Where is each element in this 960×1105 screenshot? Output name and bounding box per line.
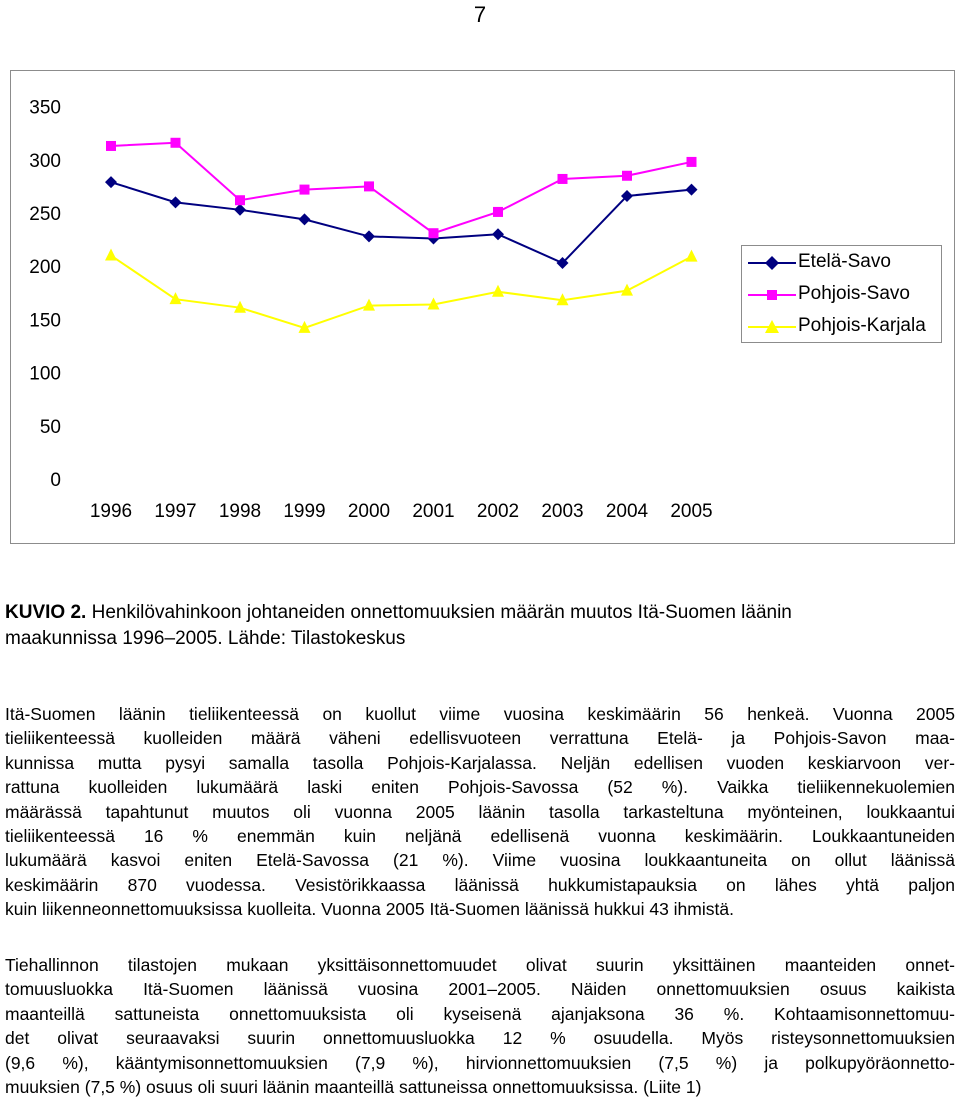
paragraph-line: kuin liikenneonnettomuuksissa kuolleita.… bbox=[5, 899, 734, 920]
data-point bbox=[298, 320, 311, 333]
paragraph-line: rattuna kuolleiden lukumäärä laski enite… bbox=[5, 777, 955, 798]
legend-label: Pohjois-Karjala bbox=[798, 315, 926, 336]
data-point bbox=[105, 176, 117, 189]
data-point bbox=[556, 293, 569, 306]
paragraph-2: Tiehallinnon tilastojen mukaan yksittäis… bbox=[5, 953, 955, 1099]
paragraph-line: det olivat seuraavaksi suurin onnettomuu… bbox=[5, 1028, 955, 1049]
paragraph-line: tomuusluokka Itä-Suomen läänissä vuosina… bbox=[5, 979, 955, 1000]
paragraph-line: maanteillä sattuneista onnettomuuksista … bbox=[5, 1003, 955, 1024]
x-tick-label: 2005 bbox=[670, 501, 712, 522]
data-point bbox=[557, 173, 568, 184]
y-tick-label: 250 bbox=[29, 204, 61, 225]
figure-caption: KUVIO 2. Henkilövahinkoon johtaneiden on… bbox=[5, 600, 955, 652]
data-point bbox=[685, 249, 698, 262]
caption-label: KUVIO 2. bbox=[5, 602, 87, 623]
legend-label: Etelä-Savo bbox=[798, 251, 891, 272]
chart-area: 0 50 100 150 200 250 300 350 1996 1997 1998 1999 200… bbox=[10, 70, 955, 544]
data-point bbox=[363, 230, 375, 243]
y-tick-label: 300 bbox=[29, 151, 61, 172]
paragraph-line: muuksien (7,5 %) osuus oli suuri läänin … bbox=[5, 1077, 702, 1098]
paragraph-line: kunnissa mutta pysyi samalla tasolla Poh… bbox=[5, 752, 955, 773]
legend-marker-square-icon bbox=[748, 290, 796, 300]
data-point bbox=[234, 203, 246, 216]
legend-marker-diamond-icon bbox=[748, 256, 796, 270]
x-tick-label: 2004 bbox=[606, 501, 649, 522]
legend-label: Pohjois-Savo bbox=[798, 283, 910, 304]
paragraph-line: Itä-Suomen läänin tieliikenteessä on kuo… bbox=[5, 704, 955, 724]
data-point bbox=[685, 183, 698, 196]
data-point bbox=[492, 284, 504, 297]
x-tick-label: 2002 bbox=[477, 501, 519, 522]
paragraph-line: tieliikenteessä kuolleiden määrä väheni … bbox=[5, 728, 955, 749]
paragraph-line: Tiehallinnon tilastojen mukaan yksittäis… bbox=[5, 955, 955, 975]
caption-text-line1: Henkilövahinkoon johtaneiden onnettomuuk… bbox=[91, 602, 792, 623]
y-tick-label: 200 bbox=[29, 257, 61, 278]
data-point bbox=[492, 228, 504, 241]
data-point bbox=[169, 292, 182, 305]
data-point bbox=[621, 283, 633, 296]
data-point bbox=[234, 300, 246, 313]
data-point bbox=[364, 181, 374, 192]
series-line-0 bbox=[110, 181, 692, 265]
y-tick-label: 350 bbox=[29, 98, 61, 119]
data-point bbox=[106, 140, 116, 151]
x-tick-label: 1998 bbox=[219, 501, 261, 522]
y-tick-label: 100 bbox=[29, 364, 61, 385]
paragraph-line: tieliikenteessä 16 % enemmän kuin neljän… bbox=[5, 826, 955, 847]
data-point bbox=[298, 213, 311, 226]
x-tick-label: 1997 bbox=[154, 501, 196, 522]
data-point bbox=[235, 195, 245, 206]
page-number: 7 bbox=[473, 2, 487, 27]
data-point bbox=[686, 156, 697, 167]
chart-legend: Etelä-Savo Pohjois-Savo Pohjois-Karjala bbox=[741, 245, 942, 343]
data-point bbox=[170, 137, 181, 148]
x-tick-label: 1996 bbox=[90, 501, 132, 522]
y-tick-label: 150 bbox=[29, 310, 61, 331]
series-line-2 bbox=[110, 254, 692, 329]
data-point bbox=[363, 298, 375, 311]
data-point bbox=[556, 257, 569, 270]
series-line-1 bbox=[110, 141, 692, 235]
y-tick-label: 50 bbox=[40, 417, 61, 438]
paragraph-line: määrässä tapahtunut muutos oli vuonna 20… bbox=[5, 801, 955, 822]
data-point bbox=[493, 206, 503, 217]
x-tick-label: 2000 bbox=[348, 501, 390, 522]
data-point bbox=[299, 184, 310, 195]
paragraph-line: (9,6 %), kääntymisonnettomuuksien (7,9 %… bbox=[5, 1052, 955, 1073]
data-point bbox=[428, 228, 439, 239]
legend-item-etela-savo: Etelä-Savo bbox=[742, 246, 942, 278]
y-tick-label: 0 bbox=[50, 470, 61, 491]
legend-item-pohjois-karjala: Pohjois-Karjala bbox=[742, 310, 942, 342]
x-tick-label: 2003 bbox=[541, 501, 583, 522]
data-point bbox=[427, 297, 440, 310]
line-chart: 0 50 100 150 200 250 300 350 1996 1997 1998 1999 200… bbox=[29, 98, 712, 522]
data-point bbox=[622, 170, 632, 181]
x-tick-label: 2001 bbox=[412, 501, 454, 522]
data-point bbox=[169, 196, 182, 209]
legend-marker-triangle-icon bbox=[748, 320, 796, 333]
caption-text-line2: maakunnissa 1996–2005. Lähde: Tilastokes… bbox=[5, 628, 406, 649]
paragraph-line: lukumäärä kasvoi eniten Etelä-Savossa (2… bbox=[5, 850, 955, 871]
data-point bbox=[621, 189, 633, 202]
data-point bbox=[105, 248, 117, 261]
x-tick-label: 1999 bbox=[283, 501, 325, 522]
paragraph-1: Itä-Suomen läänin tieliikenteessä on kuo… bbox=[5, 702, 955, 922]
paragraph-line: keskimäärin 870 vuodessa. Vesistörikkaas… bbox=[5, 874, 955, 895]
legend-item-pohjois-savo: Pohjois-Savo bbox=[742, 278, 942, 310]
